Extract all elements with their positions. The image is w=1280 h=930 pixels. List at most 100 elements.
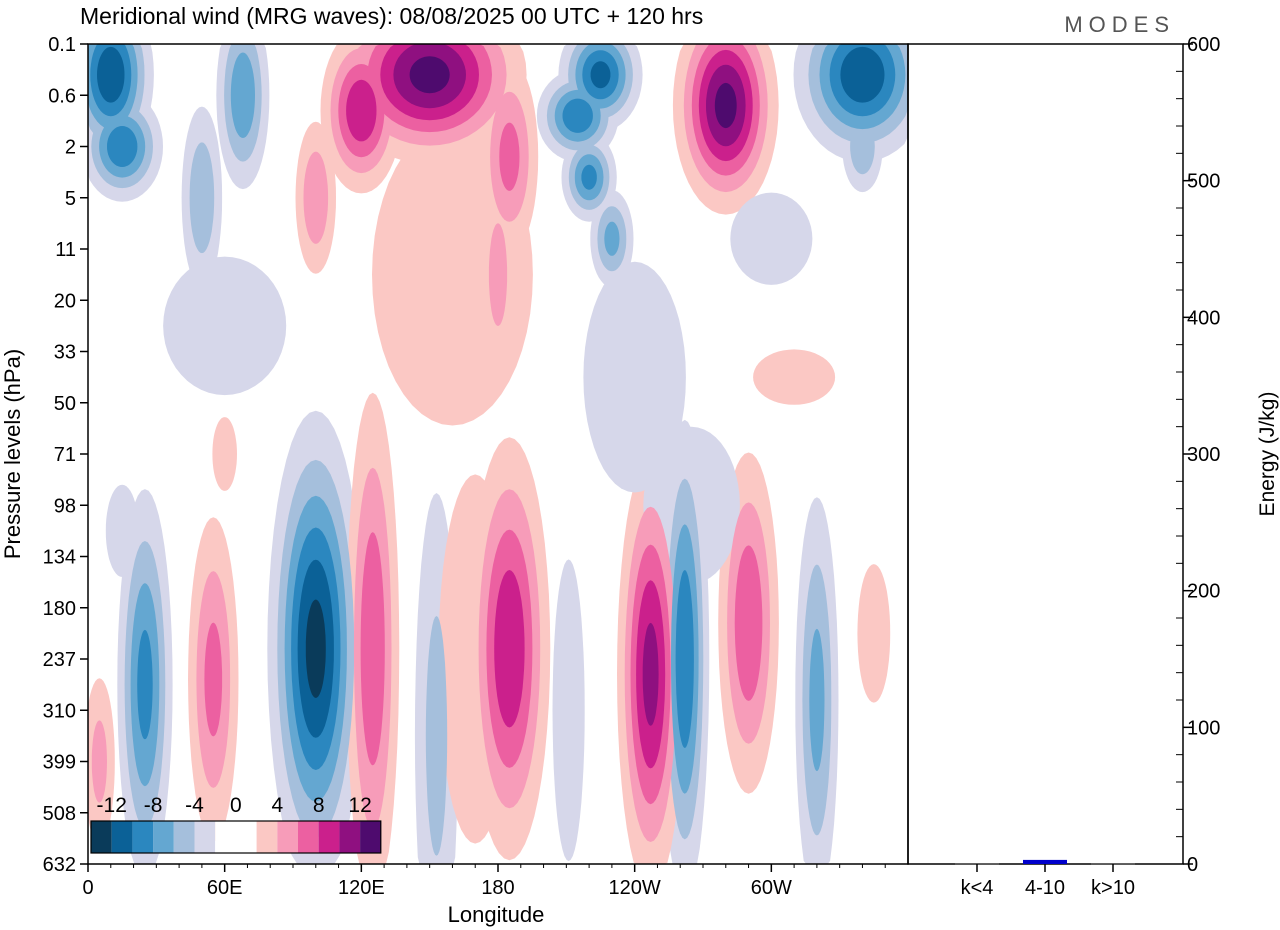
contour-band bbox=[97, 46, 125, 103]
contour-band bbox=[590, 61, 611, 89]
contour-band bbox=[305, 599, 326, 698]
contour-band bbox=[642, 622, 659, 726]
energy-tick-label: 0 bbox=[1187, 854, 1198, 876]
y-tick-label: 237 bbox=[43, 649, 76, 671]
colorbar-label: 0 bbox=[230, 794, 242, 817]
x-tick-label: 120E bbox=[338, 877, 385, 899]
colorbar-swatch bbox=[194, 821, 216, 853]
contour-band bbox=[488, 223, 508, 326]
colorbar-swatch bbox=[235, 821, 257, 853]
contour-band bbox=[137, 629, 153, 740]
colorbar-swatch bbox=[318, 821, 340, 853]
y-tick-label: 508 bbox=[43, 803, 76, 825]
contour-band bbox=[212, 417, 237, 491]
y-tick-label: 33 bbox=[54, 342, 76, 364]
colorbar-swatch bbox=[256, 821, 278, 853]
contour-band bbox=[753, 349, 836, 405]
chart-title: Meridional wind (MRG waves): 08/08/2025 … bbox=[80, 3, 703, 29]
contour-band bbox=[675, 570, 694, 748]
colorbar-label: 12 bbox=[348, 794, 371, 817]
colorbar-swatch bbox=[132, 821, 154, 853]
contour-band bbox=[499, 122, 520, 191]
y-tick-label: 50 bbox=[54, 393, 76, 415]
energy-tick-label: 200 bbox=[1187, 581, 1220, 603]
contour-band bbox=[730, 192, 813, 285]
contour-band bbox=[581, 164, 597, 190]
x-axis-label: Longitude bbox=[448, 902, 545, 927]
contour-band bbox=[163, 256, 287, 396]
colorbar-swatch bbox=[277, 821, 298, 853]
y-tick-label: 20 bbox=[54, 290, 76, 312]
energy-tick-label: 100 bbox=[1187, 717, 1220, 739]
contour-band bbox=[425, 616, 448, 856]
x-tick-label: 60W bbox=[751, 877, 792, 899]
y-tick-label: 310 bbox=[43, 700, 76, 722]
colorbar-swatch bbox=[298, 821, 319, 853]
y-tick-label: 0.1 bbox=[48, 34, 76, 56]
y-tick-label: 5 bbox=[65, 188, 76, 210]
colorbar-frame bbox=[90, 820, 382, 854]
colorbar-swatch bbox=[360, 821, 381, 853]
y-tick-label: 98 bbox=[54, 495, 76, 517]
y-tick-label: 180 bbox=[43, 598, 76, 620]
colorbar-label: -4 bbox=[185, 794, 204, 817]
x-tick-label: 60E bbox=[207, 877, 243, 899]
colorbar-swatch bbox=[91, 821, 112, 853]
y-tick-label: 632 bbox=[43, 854, 76, 876]
y-tick-label: 134 bbox=[43, 547, 76, 569]
contour-band bbox=[850, 118, 875, 175]
x-tick-label: 120W bbox=[609, 877, 661, 899]
contour-band bbox=[714, 82, 737, 129]
contour-band bbox=[360, 532, 385, 766]
contour-band bbox=[562, 98, 593, 133]
energy-tick-label: 400 bbox=[1187, 307, 1220, 329]
x-tick-label: 0 bbox=[82, 877, 93, 899]
category-label: k<4 bbox=[961, 877, 994, 899]
energy-tick-label: 600 bbox=[1187, 34, 1220, 56]
energy-tick-label: 300 bbox=[1187, 444, 1220, 466]
colorbar-label: -12 bbox=[97, 794, 127, 817]
contour-band bbox=[189, 142, 215, 254]
contour-band bbox=[303, 151, 329, 244]
y-tick-label: 399 bbox=[43, 752, 76, 774]
contour-band bbox=[105, 484, 139, 577]
contour-band bbox=[840, 46, 885, 103]
y-axis-label: Pressure levels (hPa) bbox=[0, 349, 25, 559]
y-tick-label: 2 bbox=[65, 137, 76, 159]
category-label: k>10 bbox=[1091, 877, 1135, 899]
contour-band bbox=[230, 52, 255, 138]
energy-tick-label: 500 bbox=[1187, 171, 1220, 193]
modes-logo: MODES bbox=[1064, 12, 1175, 37]
energy-panel-frame bbox=[907, 43, 1184, 865]
contour-band bbox=[91, 720, 107, 803]
contour-band bbox=[809, 628, 825, 772]
colorbar-swatch bbox=[153, 821, 174, 853]
y-tick-label: 0.6 bbox=[48, 85, 76, 107]
x-tick-label: 180 bbox=[481, 877, 514, 899]
contour-band bbox=[494, 570, 525, 728]
contour-band bbox=[552, 559, 585, 862]
colorbar-swatch bbox=[173, 821, 195, 853]
colorbar-swatch bbox=[111, 821, 133, 853]
contour-band bbox=[857, 564, 891, 703]
colorbar-label: 4 bbox=[271, 794, 283, 817]
contour-band bbox=[204, 622, 223, 737]
axes: 0 60E 120E 180 120W 60W 0.1 0.6 2 5 11 20 33 50 71 98 13… bbox=[43, 34, 1221, 899]
colorbar-label: 8 bbox=[313, 794, 325, 817]
contour-field bbox=[88, 44, 908, 864]
category-label: 4-10 bbox=[1025, 877, 1065, 899]
y-tick-label: 11 bbox=[55, 239, 76, 261]
colorbar-label: -8 bbox=[144, 794, 163, 817]
energy-bar bbox=[1023, 859, 1067, 864]
contour-band bbox=[107, 126, 138, 167]
contour-band bbox=[583, 261, 686, 493]
contour-band bbox=[346, 79, 377, 142]
energy-axis-label: Energy (J/kg) bbox=[1256, 392, 1279, 517]
contour-band bbox=[409, 56, 450, 94]
colorbar-swatch bbox=[339, 821, 361, 853]
colorbar-swatch bbox=[215, 821, 236, 853]
y-tick-label: 71 bbox=[54, 444, 76, 466]
contour-band bbox=[604, 221, 620, 256]
